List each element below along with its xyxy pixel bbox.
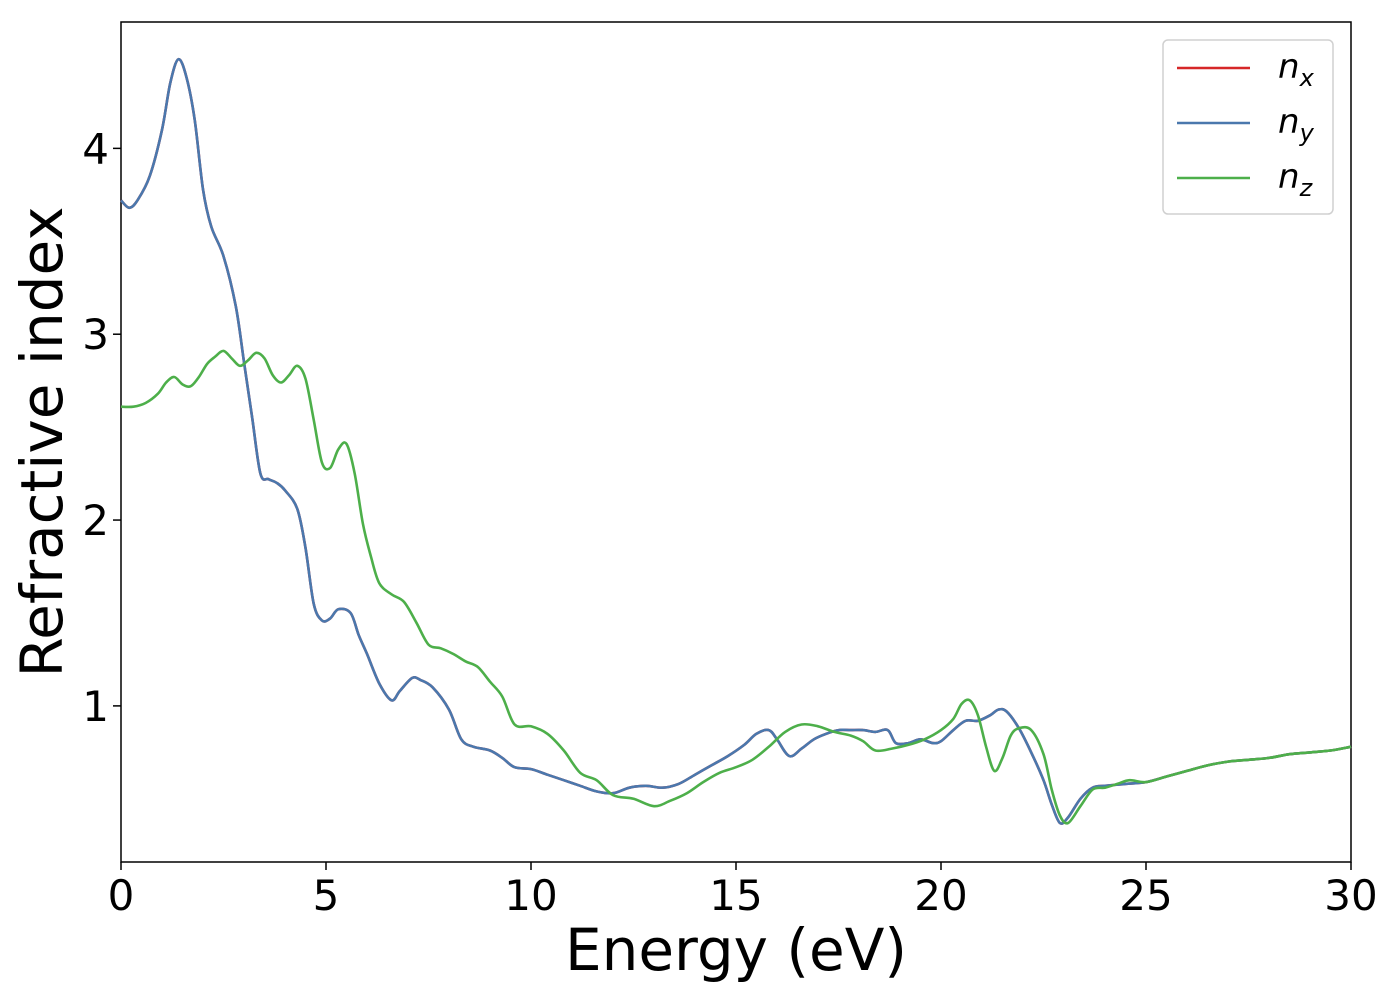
x-tick-label: 30 bbox=[1324, 871, 1377, 920]
x-tick-label: 15 bbox=[709, 871, 762, 920]
plot-area bbox=[120, 21, 1352, 863]
y-axis-title: Refractive index bbox=[8, 206, 76, 677]
legend-label-n_x: nx bbox=[1278, 47, 1315, 92]
y-axis: 1 2 3 4 bbox=[82, 124, 121, 731]
series-line-n_y bbox=[120, 57, 1352, 825]
legend-label-n_y: ny bbox=[1278, 102, 1315, 147]
y-tick-label: 2 bbox=[82, 496, 109, 545]
series-layer bbox=[120, 57, 1352, 825]
x-tick-label: 0 bbox=[108, 871, 135, 920]
x-tick-label: 5 bbox=[313, 871, 340, 920]
legend-label-n_z: nz bbox=[1278, 157, 1314, 202]
y-tick-label: 3 bbox=[82, 310, 109, 359]
legend: nx ny nz bbox=[1162, 39, 1334, 215]
series-line-n_z bbox=[120, 349, 1352, 825]
x-axis-title: Energy (eV) bbox=[565, 916, 907, 984]
y-tick-label: 1 bbox=[82, 682, 109, 731]
x-tick-label: 20 bbox=[914, 871, 967, 920]
legend-frame bbox=[1162, 39, 1334, 215]
x-tick-label: 25 bbox=[1119, 871, 1172, 920]
y-tick-label: 4 bbox=[82, 124, 109, 173]
x-tick-label: 10 bbox=[504, 871, 557, 920]
x-axis: 0 5 10 15 20 25 30 bbox=[108, 862, 1378, 920]
